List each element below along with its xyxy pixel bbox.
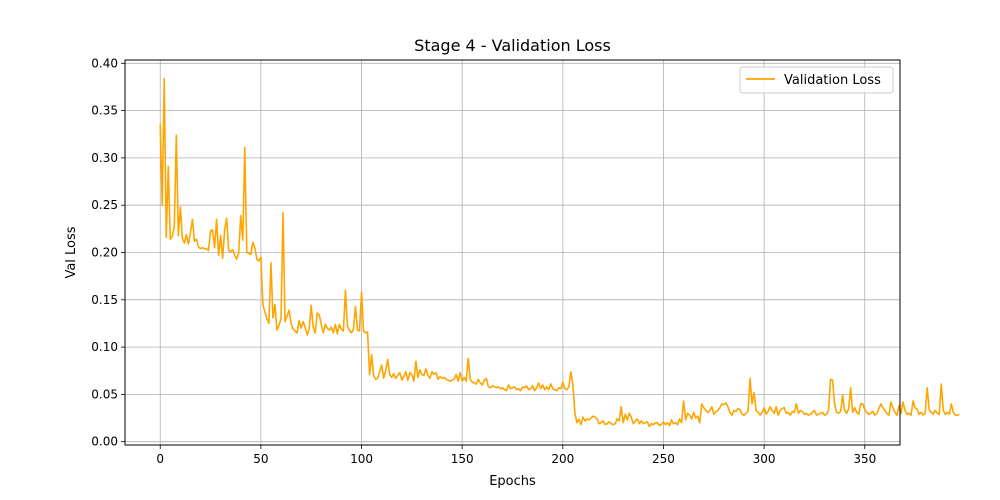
y-tick-label: 0.25 bbox=[91, 198, 118, 212]
y-tick-label: 0.20 bbox=[91, 246, 118, 260]
x-tick-label: 150 bbox=[451, 452, 474, 466]
x-tick-label: 200 bbox=[551, 452, 574, 466]
x-axis-ticks: 0 50 100 150 200 250 300 350 bbox=[156, 445, 876, 466]
x-axis-label: Epochs bbox=[489, 474, 536, 489]
x-tick-label: 300 bbox=[753, 452, 776, 466]
grid bbox=[125, 60, 900, 445]
y-axis-label: Val Loss bbox=[64, 226, 79, 278]
series-layer bbox=[159, 77, 960, 428]
y-tick-label: 0.35 bbox=[91, 104, 118, 118]
x-tick-label: 100 bbox=[350, 452, 373, 466]
y-tick-label: 0.05 bbox=[91, 387, 118, 401]
y-tick-label: 0.40 bbox=[91, 56, 118, 70]
chart-title: Stage 4 - Validation Loss bbox=[414, 36, 611, 55]
series-line-validation-loss bbox=[159, 77, 960, 428]
y-axis-ticks: 0.00 0.05 0.10 0.15 0.20 0.25 0.30 0.35 0.40 bbox=[91, 56, 125, 449]
legend-box bbox=[739, 66, 894, 94]
y-tick-label: 0.15 bbox=[91, 293, 118, 307]
y-tick-label: 0.00 bbox=[91, 435, 118, 449]
x-tick-label: 350 bbox=[853, 452, 876, 466]
x-tick-label: 50 bbox=[253, 452, 268, 466]
x-tick-label: 250 bbox=[652, 452, 675, 466]
x-tick-label: 0 bbox=[156, 452, 164, 466]
y-tick-label: 0.30 bbox=[91, 151, 118, 165]
legend-label: Validation Loss bbox=[784, 73, 881, 88]
y-tick-label: 0.10 bbox=[91, 340, 118, 354]
legend: Validation Loss bbox=[739, 66, 894, 94]
